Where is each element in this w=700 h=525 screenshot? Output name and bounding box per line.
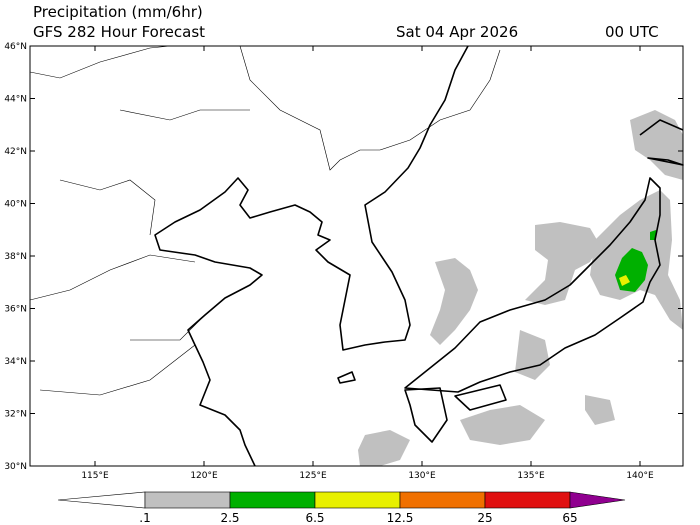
border [239, 45, 501, 171]
precip-areas [358, 110, 683, 466]
coastline [154, 45, 469, 467]
lat-label: 46°N [4, 42, 27, 52]
lat-label: 30°N [4, 462, 27, 472]
precip-area [525, 222, 600, 305]
coastline [404, 177, 661, 393]
border [59, 179, 156, 236]
colorbar: .1 2.5 6.5 12.5 25 65 [57, 491, 626, 525]
coastline [337, 371, 356, 384]
precip-area [515, 330, 550, 380]
lat-axis: 46°N 44°N 42°N 40°N 38°N 36°N 34°N 32°N 30°N [4, 42, 683, 472]
colorbar-segment [229, 491, 316, 509]
forecast-date: Sat 04 Apr 2026 [396, 23, 518, 41]
colorbar-label: 12.5 [387, 511, 414, 525]
lon-label: 140°E [626, 471, 654, 481]
colorbar-label: .1 [139, 511, 150, 525]
subtitle: GFS 282 Hour Forecast [33, 23, 205, 41]
coastline [454, 384, 507, 411]
colorbar-segment [314, 491, 401, 509]
colorbar-segment [484, 491, 571, 509]
borders [29, 45, 501, 396]
precip-area [358, 430, 410, 466]
lat-label: 38°N [4, 252, 27, 262]
colorbar-label: 65 [562, 511, 577, 525]
coastlines [154, 45, 684, 467]
border [29, 45, 171, 79]
colorbar-label: 6.5 [305, 511, 324, 525]
colorbar-segment [144, 491, 231, 509]
title: Precipitation (mm/6hr) [33, 3, 203, 21]
lon-label: 115°E [81, 471, 109, 481]
precip-area-heavy [619, 275, 630, 286]
colorbar-label: 25 [477, 511, 492, 525]
lat-label: 42°N [4, 147, 27, 157]
border [130, 319, 201, 341]
border [29, 254, 196, 301]
colorbar-segment [569, 491, 626, 509]
lon-label: 125°E [299, 471, 327, 481]
precip-area-heavy [650, 230, 656, 240]
forecast-time: 00 UTC [605, 23, 659, 41]
lon-label: 135°E [517, 471, 545, 481]
precip-area [430, 258, 478, 345]
lat-label: 40°N [4, 200, 27, 210]
colorbar-label: 2.5 [220, 511, 239, 525]
border [39, 344, 196, 396]
lat-label: 34°N [4, 357, 27, 367]
lat-label: 44°N [4, 95, 27, 105]
precip-area [460, 405, 545, 445]
precip-area [585, 395, 615, 425]
coastline [404, 387, 448, 443]
colorbar-segment [399, 491, 486, 509]
lon-label: 120°E [190, 471, 218, 481]
lat-label: 32°N [4, 410, 27, 420]
lat-label: 36°N [4, 305, 27, 315]
border [119, 109, 250, 121]
coastline [639, 119, 684, 166]
lon-axis: 115°E 120°E 125°E 130°E 135°E 140°E [81, 46, 654, 481]
lon-label: 130°E [408, 471, 436, 481]
colorbar-segment [57, 491, 146, 509]
map: 46°N 44°N 42°N 40°N 38°N 36°N 34°N 32°N 30°N 115… [4, 42, 684, 481]
